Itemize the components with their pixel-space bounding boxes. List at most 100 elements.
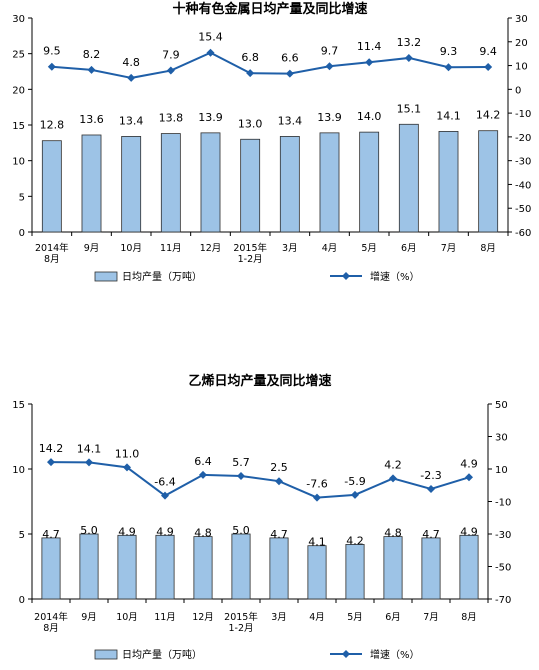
line-point xyxy=(484,62,493,71)
line-point xyxy=(246,69,255,78)
category-label: 4月 xyxy=(322,243,338,254)
line-value-label: 9.4 xyxy=(479,45,497,58)
category-label: 2015年 xyxy=(233,242,267,254)
category-label: 2015年 xyxy=(224,611,258,623)
right-tick-label: -70 xyxy=(495,595,511,606)
category-label: 12月 xyxy=(192,612,214,623)
legend-bar-label: 日均产量（万吨） xyxy=(122,648,202,661)
chart-title: 十种有色金属日均产量及同比增速 xyxy=(172,1,367,17)
bar-value-label: 14.1 xyxy=(436,109,461,122)
growth-line xyxy=(50,461,470,499)
bar xyxy=(81,134,102,233)
line-value-label: 8.2 xyxy=(83,48,101,61)
right-tick-label: -20 xyxy=(515,133,531,144)
left-tick-label: 15 xyxy=(12,121,25,132)
category-label: 12月 xyxy=(200,243,222,254)
right-tick-label: -60 xyxy=(515,228,531,239)
line-point xyxy=(444,63,453,72)
category-label: 2014年 xyxy=(34,611,68,623)
bar-value-label: 4.7 xyxy=(42,528,60,541)
category-label: 7月 xyxy=(441,243,457,254)
line-value-label: 4.2 xyxy=(384,458,402,471)
category-label: 8月 xyxy=(480,243,496,254)
left-tick-label: 0 xyxy=(19,228,25,239)
line-point xyxy=(199,470,207,479)
bar xyxy=(359,131,380,233)
left-tick-label: 10 xyxy=(12,465,25,476)
line-value-label: -5.9 xyxy=(344,475,365,488)
line-point xyxy=(123,463,131,472)
right-tick-label: -50 xyxy=(515,204,531,215)
left-tick-label: 0 xyxy=(19,595,25,606)
line-value-label: 6.6 xyxy=(281,52,299,65)
bar xyxy=(117,534,137,600)
bar xyxy=(319,132,340,233)
bar-value-label: 14.0 xyxy=(357,110,382,123)
legend-bar-swatch xyxy=(94,649,118,660)
category-label: 8月 xyxy=(44,254,60,265)
category-label: 10月 xyxy=(116,612,138,623)
category-label: 6月 xyxy=(401,243,417,254)
bar xyxy=(79,533,99,600)
line-value-label: 6.8 xyxy=(241,51,259,64)
line-point xyxy=(325,62,334,71)
category-label: 2014年 xyxy=(35,242,69,254)
bar-value-label: 4.9 xyxy=(460,525,478,538)
category-label: 6月 xyxy=(385,612,401,623)
line-point xyxy=(47,62,56,71)
line-point xyxy=(285,69,294,78)
line-point xyxy=(427,484,435,493)
bar-value-label: 4.7 xyxy=(270,528,288,541)
chart-2: 乙烯日均产量及同比增速 0 5 10 15 -70 -50 -30 -10 10 30 50 2014年… xyxy=(12,373,511,661)
line-point xyxy=(87,65,96,74)
line-point xyxy=(465,473,473,482)
line-value-label: 11.4 xyxy=(357,40,382,53)
right-tick-label: -30 xyxy=(495,530,511,541)
category-label: 9月 xyxy=(81,612,97,623)
left-tick-label: 15 xyxy=(12,400,25,411)
bar-value-label: 4.9 xyxy=(156,525,174,538)
bar-value-label: 13.6 xyxy=(79,113,104,126)
line-value-label: 11.0 xyxy=(115,447,140,460)
legend-line-marker xyxy=(342,650,350,658)
line-point xyxy=(206,48,215,57)
bar xyxy=(121,136,142,233)
chart-1: 十种有色金属日均产量及同比增速 0 5 10 15 20 25 30 -60 -50 -40 -30 -… xyxy=(12,1,531,283)
right-tick-label: 10 xyxy=(495,465,508,476)
category-label: 1-2月 xyxy=(238,254,263,265)
category-label: 4月 xyxy=(309,612,325,623)
category-label: 10月 xyxy=(120,243,142,254)
line-value-label: 2.5 xyxy=(270,461,288,474)
legend-bar-swatch xyxy=(94,271,118,282)
line-value-label: 9.3 xyxy=(440,45,458,58)
line-value-label: 15.4 xyxy=(198,31,223,44)
bar-value-label: 4.9 xyxy=(118,525,136,538)
right-tick-label: 20 xyxy=(515,38,528,49)
bar-value-label: 4.7 xyxy=(422,528,440,541)
right-tick-label: 50 xyxy=(495,400,508,411)
bar xyxy=(155,534,175,600)
category-label: 8月 xyxy=(43,623,59,634)
legend-bar-label: 日均产量（万吨） xyxy=(122,270,202,283)
right-tick-label: -10 xyxy=(515,109,531,120)
right-tick-label: 30 xyxy=(515,14,528,25)
line-value-label: 14.1 xyxy=(77,442,102,455)
bar xyxy=(193,536,213,600)
line-point xyxy=(237,471,245,480)
legend-line-marker xyxy=(342,272,350,280)
legend: 日均产量（万吨） 增速（%） xyxy=(94,270,420,283)
line-value-label: -6.4 xyxy=(154,476,175,489)
bar xyxy=(200,132,221,233)
bar xyxy=(41,140,62,233)
left-tick-label: 30 xyxy=(12,14,25,25)
right-tick-label: -50 xyxy=(495,563,511,574)
category-label: 8月 xyxy=(461,612,477,623)
line-value-label: -2.3 xyxy=(420,469,441,482)
line-value-label: 14.2 xyxy=(39,442,64,455)
left-tick-label: 5 xyxy=(19,530,25,541)
right-tick-label: 10 xyxy=(515,62,528,73)
line-value-label: 4.8 xyxy=(122,56,140,69)
line-point xyxy=(313,493,321,502)
left-tick-label: 5 xyxy=(19,192,25,203)
